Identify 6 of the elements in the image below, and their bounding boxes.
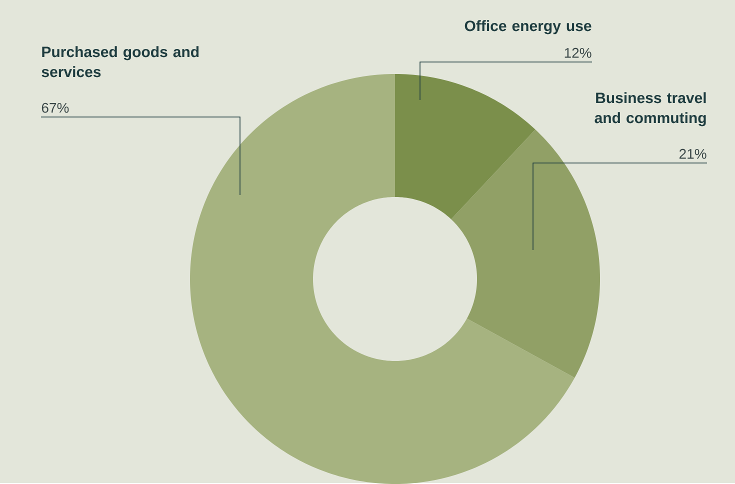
slice-label: Office energy use xyxy=(464,20,592,34)
slice-label: Purchased goods and services xyxy=(42,46,199,78)
data-label: 67% xyxy=(42,102,69,113)
data-label: 12% xyxy=(564,48,592,58)
slice-label: Business travel and commuting xyxy=(594,92,706,126)
data-label: 21% xyxy=(679,148,706,159)
